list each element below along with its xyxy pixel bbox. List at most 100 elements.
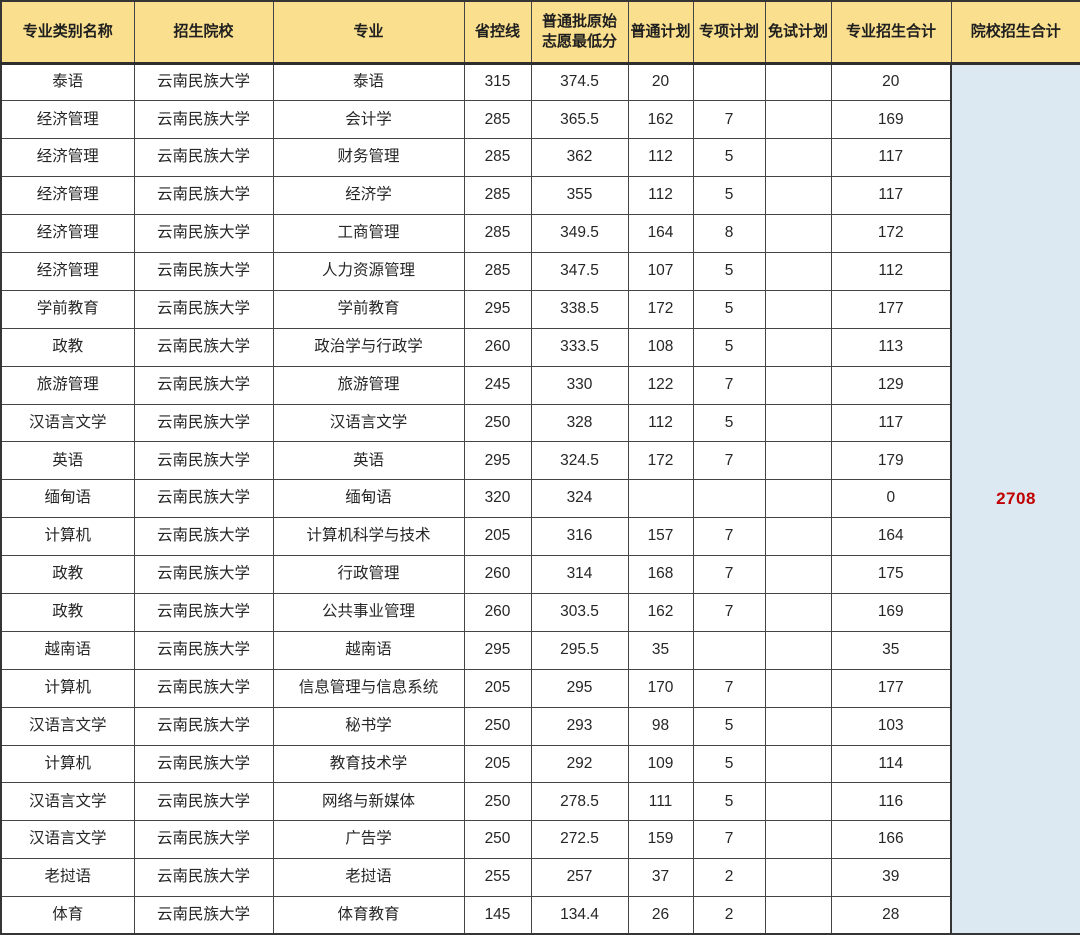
cell: 7 [692,517,766,557]
cell: 157 [627,517,694,557]
cell: 5 [692,403,766,443]
cell: 计算机 [0,668,135,708]
table-row: 英语 云南民族大学 英语 295 324.5 172 7 179 [0,441,1080,481]
cell: 293 [530,706,629,746]
cell: 云南民族大学 [133,138,274,178]
cell: 177 [830,289,952,329]
table-body: 泰语 云南民族大学 泰语 315 374.5 20 20 2708 经济管理 云南民族大学 会计学 2… [0,62,1080,935]
cell: 政教 [0,592,135,632]
cell: 政教 [0,555,135,594]
cell: 体育 [0,896,135,935]
cell: 信息管理与信息系统 [272,668,465,708]
cell: 338.5 [530,289,629,329]
cell [764,706,832,746]
cell: 云南民族大学 [133,62,274,102]
table-row: 老挝语 云南民族大学 老挝语 255 257 37 2 39 [0,858,1080,898]
cell: 112 [627,176,694,216]
cell: 260 [463,555,532,594]
cell: 经济学 [272,176,465,216]
cell: 5 [692,289,766,329]
cell: 365.5 [530,100,629,140]
cell: 5 [692,744,766,784]
cell: 28 [830,896,952,935]
cell: 8 [692,214,766,253]
cell: 5 [692,327,766,367]
cell: 财务管理 [272,138,465,178]
column-header-6: 专项计划 [692,0,766,65]
cell: 122 [627,365,694,405]
cell [764,62,832,102]
cell: 云南民族大学 [133,251,274,291]
cell: 云南民族大学 [133,176,274,216]
cell: 355 [530,176,629,216]
cell: 云南民族大学 [133,289,274,329]
cell: 泰语 [0,62,135,102]
cell: 云南民族大学 [133,327,274,367]
cell: 缅甸语 [0,479,135,519]
cell: 168 [627,555,694,594]
cell: 250 [463,706,532,746]
cell: 20 [627,62,694,102]
table-row: 政教 云南民族大学 行政管理 260 314 168 7 175 [0,555,1080,594]
cell: 260 [463,592,532,632]
cell: 政教 [0,327,135,367]
cell: 7 [692,555,766,594]
cell: 云南民族大学 [133,441,274,481]
cell: 老挝语 [272,858,465,898]
cell: 260 [463,327,532,367]
column-header-0: 专业类别名称 [0,0,135,65]
cell: 网络与新媒体 [272,782,465,822]
table-row: 经济管理 云南民族大学 经济学 285 355 112 5 117 [0,176,1080,216]
cell: 166 [830,820,952,860]
table-row: 越南语 云南民族大学 越南语 295 295.5 35 35 [0,630,1080,670]
cell: 159 [627,820,694,860]
cell [764,289,832,329]
cell: 秘书学 [272,706,465,746]
cell: 35 [830,630,952,670]
cell: 285 [463,100,532,140]
cell: 170 [627,668,694,708]
cell: 云南民族大学 [133,517,274,557]
cell: 汉语言文学 [0,403,135,443]
cell: 245 [463,365,532,405]
column-header-8: 专业招生合计 [830,0,952,65]
cell [764,517,832,557]
cell [764,555,832,594]
cell [764,327,832,367]
table-row: 经济管理 云南民族大学 工商管理 285 349.5 164 8 172 [0,214,1080,253]
cell: 111 [627,782,694,822]
cell [692,479,766,519]
column-header-7: 免试计划 [764,0,832,65]
cell: 129 [830,365,952,405]
cell: 39 [830,858,952,898]
cell: 272.5 [530,820,629,860]
cell: 学前教育 [0,289,135,329]
cell: 109 [627,744,694,784]
cell: 云南民族大学 [133,479,274,519]
cell: 7 [692,820,766,860]
cell: 5 [692,176,766,216]
cell: 295.5 [530,630,629,670]
column-header-9: 院校招生合计 [950,0,1080,65]
cell: 云南民族大学 [133,100,274,140]
cell: 295 [463,630,532,670]
cell: 107 [627,251,694,291]
cell: 172 [627,289,694,329]
school-total-value: 2708 [996,488,1036,508]
cell: 经济管理 [0,176,135,216]
cell: 320 [463,479,532,519]
cell: 278.5 [530,782,629,822]
cell: 云南民族大学 [133,858,274,898]
cell: 169 [830,100,952,140]
cell [764,668,832,708]
cell [764,403,832,443]
cell: 324 [530,479,629,519]
cell: 云南民族大学 [133,668,274,708]
cell [627,479,694,519]
cell: 云南民族大学 [133,403,274,443]
cell: 285 [463,176,532,216]
cell: 349.5 [530,214,629,253]
cell: 315 [463,62,532,102]
cell: 计算机 [0,517,135,557]
